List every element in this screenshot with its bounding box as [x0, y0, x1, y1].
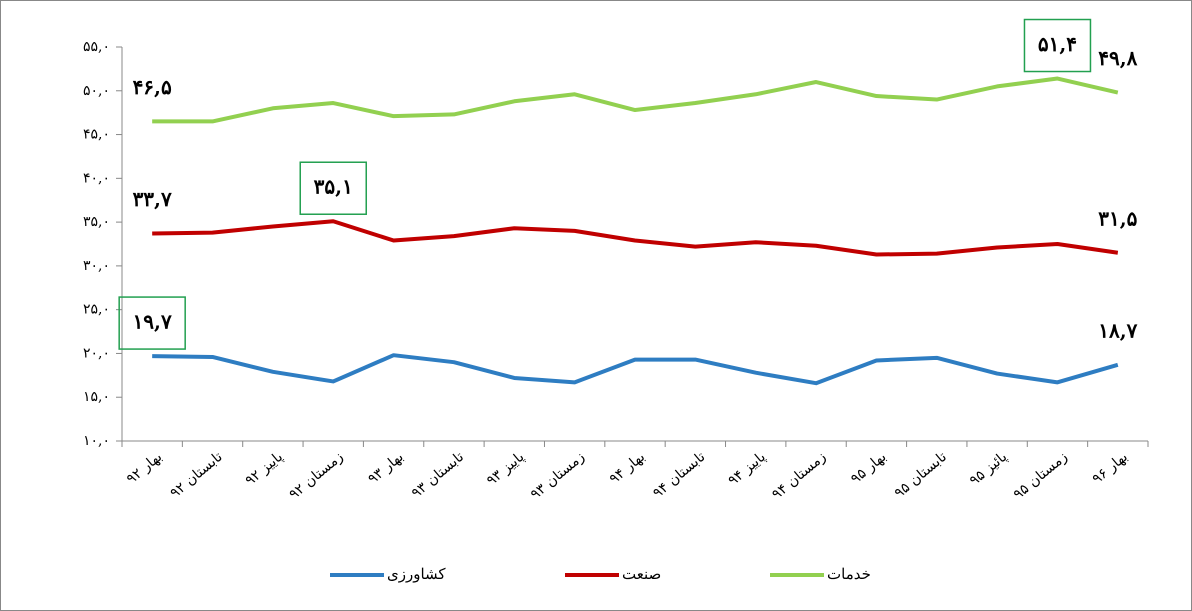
y-tick-label: ۳۰,۰ [83, 258, 110, 274]
data-label: ۴۹,۸ [1098, 46, 1137, 70]
y-tick-label: ۱۰,۰ [83, 433, 110, 449]
label-highlight [1023, 18, 1092, 73]
data-label: ۳۳,۷ [133, 187, 172, 211]
data-label: ۴۶,۵ [133, 75, 172, 99]
data-label: ۳۵,۱ [314, 175, 353, 199]
label-highlight [118, 296, 186, 350]
series-line [152, 76, 1119, 124]
data-label: ۵۱,۴ [1038, 32, 1077, 56]
y-tick-label: ۴۵,۰ [83, 127, 110, 143]
series-line [152, 353, 1119, 386]
y-tick-label: ۲۵,۰ [83, 302, 110, 318]
legend-label: خدمات [827, 565, 871, 583]
y-tick-label: ۵۵,۰ [83, 39, 110, 55]
series-line [152, 219, 1119, 257]
y-tick-label: ۱۵,۰ [83, 389, 110, 405]
y-tick-label: ۵۰,۰ [83, 83, 110, 99]
data-label: ۱۹,۷ [133, 310, 172, 334]
y-tick-label: ۲۰,۰ [83, 345, 110, 361]
data-label: ۳۱,۵ [1098, 206, 1137, 230]
y-tick-label: ۳۵,۰ [83, 214, 110, 230]
legend-label: صنعت [622, 565, 661, 583]
label-highlight [299, 161, 367, 215]
data-label: ۱۸,۷ [1098, 318, 1137, 342]
y-tick-label: ۴۰,۰ [83, 170, 110, 186]
legend-label: کشاورزی [387, 565, 446, 583]
